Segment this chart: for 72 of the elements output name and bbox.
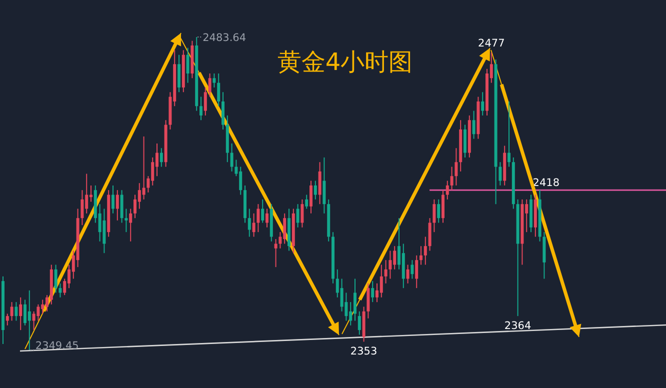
candlestick (112, 184, 114, 214)
candlestick (481, 92, 484, 116)
candlestick (366, 282, 370, 319)
candlestick (266, 208, 268, 228)
candlestick (428, 218, 432, 252)
candlestick (36, 304, 40, 322)
candlestick (212, 72, 216, 88)
candlestick (344, 292, 348, 322)
ref-line-label: 2418 (532, 177, 560, 190)
candlestick (204, 86, 207, 116)
candlestick (432, 198, 436, 233)
candlestick (32, 310, 36, 331)
candlestick (222, 92, 224, 130)
candlestick (420, 246, 422, 266)
candlestick (248, 208, 251, 238)
candlestick (178, 54, 180, 93)
candlestick (437, 198, 440, 224)
candlestick (498, 162, 502, 186)
annotation: 2364 (504, 320, 532, 332)
candlestick (208, 72, 212, 98)
candlestick (120, 190, 124, 224)
candlestick (124, 208, 128, 233)
candlestick (80, 190, 84, 226)
candlestick (230, 142, 234, 172)
candlestick (200, 96, 202, 121)
candlestick (450, 166, 454, 191)
candlestick (472, 110, 476, 140)
candlestick (256, 204, 260, 233)
annotation: 2483.64 (202, 32, 246, 44)
candlestick (160, 148, 163, 168)
candlestick (464, 124, 466, 158)
candlestick (186, 47, 190, 84)
candlestick (274, 238, 278, 268)
annotation: 2353 (350, 346, 378, 358)
candlestick (310, 180, 312, 214)
candlestick (54, 264, 58, 294)
candlestick (28, 290, 31, 350)
candlestick (58, 282, 62, 298)
annotation: 2349.45 (35, 340, 79, 352)
candlestick (142, 136, 146, 200)
candlestick (508, 100, 510, 168)
candlestick (384, 260, 388, 284)
candlestick (19, 296, 22, 331)
annotation: 2477 (478, 37, 505, 50)
candlestick (261, 198, 264, 224)
candlestick (358, 310, 361, 336)
candlestick (116, 190, 119, 221)
candlestick (415, 254, 418, 289)
candlestick (371, 280, 374, 303)
candlestick (318, 162, 322, 205)
candlestick (340, 278, 344, 312)
candlestick (102, 208, 106, 254)
candlestick (6, 313, 9, 326)
candlestick (388, 250, 392, 280)
candlestick (380, 264, 383, 298)
candlestick (129, 208, 132, 242)
candlestick (296, 204, 300, 228)
candlestick (217, 72, 220, 107)
candlestick (10, 302, 14, 322)
candlestick (410, 260, 414, 280)
candlestick (305, 194, 308, 210)
candlestick (424, 236, 427, 266)
candlestick (14, 302, 18, 322)
candlestick (322, 156, 326, 214)
candlestick (406, 264, 410, 284)
candlestick (454, 148, 458, 186)
candlestick (252, 212, 256, 238)
candlestick (442, 190, 444, 224)
candlestick (300, 198, 304, 228)
candlestick (314, 180, 317, 200)
text: 黄金4小时图 (277, 48, 413, 76)
candlestick (446, 180, 449, 200)
